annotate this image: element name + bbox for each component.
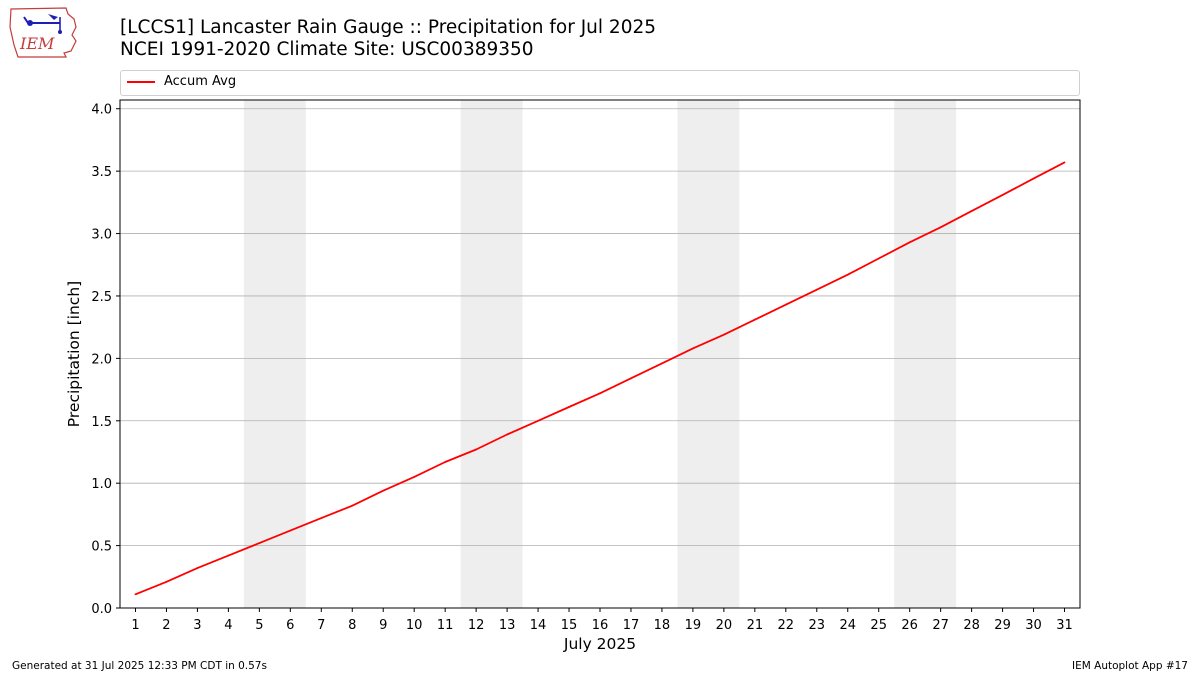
x-tick-label: 2 — [162, 618, 170, 633]
chart-legend: Accum Avg — [120, 70, 1080, 96]
data-point — [1001, 193, 1004, 196]
data-point — [784, 303, 787, 306]
x-tick-label: 13 — [499, 618, 516, 633]
weekend-band — [460, 100, 523, 608]
x-tick-label: 9 — [379, 618, 387, 633]
y-tick-label: 3.0 — [91, 228, 112, 243]
data-point — [939, 226, 942, 229]
data-point — [165, 580, 168, 583]
x-tick-label: 10 — [406, 618, 423, 633]
data-point — [722, 333, 725, 336]
data-point — [382, 489, 385, 492]
data-point — [227, 554, 230, 557]
x-tick-label: 14 — [530, 618, 547, 633]
x-tick-label: 1 — [131, 618, 139, 633]
x-tick-label: 22 — [778, 618, 795, 633]
data-point — [846, 273, 849, 276]
x-tick-label: 26 — [901, 618, 918, 633]
legend-swatch-accum-avg — [127, 81, 155, 83]
x-tick-label: 24 — [839, 618, 856, 633]
data-point — [692, 347, 694, 350]
y-tick-label: 4.0 — [91, 103, 112, 118]
x-tick-label: 15 — [561, 618, 578, 633]
x-tick-label: 18 — [654, 618, 671, 633]
data-point — [475, 448, 478, 451]
x-tick-label: 16 — [592, 618, 609, 633]
data-point — [753, 318, 756, 321]
data-point — [568, 406, 570, 408]
iem-logo-text: IEM — [19, 34, 55, 53]
x-tick-label: 4 — [224, 618, 232, 633]
y-tick-label: 1.0 — [91, 477, 112, 492]
generated-timestamp: Generated at 31 Jul 2025 12:33 PM CDT in… — [12, 660, 267, 672]
data-point — [537, 419, 539, 422]
y-tick-label: 1.5 — [91, 415, 112, 430]
data-point — [258, 542, 261, 544]
x-tick-label: 17 — [623, 618, 640, 633]
x-tick-label: 12 — [468, 618, 485, 633]
x-tick-label: 7 — [317, 618, 325, 633]
y-tick-label: 2.5 — [91, 290, 112, 305]
weekend-band — [677, 100, 740, 608]
y-tick-label: 2.0 — [91, 352, 112, 367]
iem-logo: IEM — [9, 7, 77, 58]
x-tick-label: 6 — [286, 618, 294, 633]
data-point — [289, 529, 292, 532]
data-point — [815, 288, 818, 291]
weekend-band — [243, 100, 306, 608]
chart-title: [LCCS1] Lancaster Rain Gauge :: Precipit… — [120, 17, 657, 38]
data-point — [661, 362, 663, 365]
data-point — [320, 517, 323, 520]
x-tick-label: 19 — [685, 618, 702, 633]
x-tick-label: 3 — [193, 618, 201, 633]
y-axis-label: Precipitation [inch] — [65, 281, 83, 427]
y-tick-label: 0.5 — [91, 540, 112, 555]
data-point — [1063, 161, 1066, 164]
x-tick-label: 23 — [809, 618, 826, 633]
x-tick-label: 28 — [963, 618, 980, 633]
x-tick-label: 31 — [1056, 618, 1073, 633]
data-point — [444, 461, 447, 463]
data-point — [630, 377, 632, 380]
data-point — [1032, 177, 1035, 180]
data-point — [196, 567, 199, 569]
data-point — [506, 433, 508, 436]
plot-frame — [119, 99, 1081, 609]
data-point — [413, 476, 416, 478]
legend-label-accum-avg: Accum Avg — [164, 74, 237, 89]
y-tick-label: 3.5 — [91, 165, 112, 180]
x-tick-label: 8 — [348, 618, 356, 633]
x-tick-label: 5 — [255, 618, 263, 633]
data-point — [351, 504, 354, 507]
app-label: IEM Autoplot App #17 — [1072, 660, 1188, 672]
chart-subtitle: NCEI 1991-2020 Climate Site: USC00389350 — [120, 39, 534, 60]
data-point — [134, 593, 137, 596]
x-tick-label: 25 — [870, 618, 887, 633]
data-point — [599, 392, 601, 395]
data-point — [970, 210, 973, 212]
data-point — [908, 241, 911, 244]
x-tick-label: 29 — [994, 618, 1011, 633]
x-tick-label: 27 — [932, 618, 949, 633]
x-tick-label: 21 — [747, 618, 764, 633]
x-tick-label: 11 — [437, 618, 454, 633]
x-tick-label: 30 — [1025, 618, 1042, 633]
x-tick-label: 20 — [716, 618, 733, 633]
x-axis-label: July 2025 — [563, 635, 636, 653]
y-tick-label: 0.0 — [91, 602, 112, 617]
data-point — [877, 257, 880, 260]
weekend-band — [894, 100, 957, 608]
